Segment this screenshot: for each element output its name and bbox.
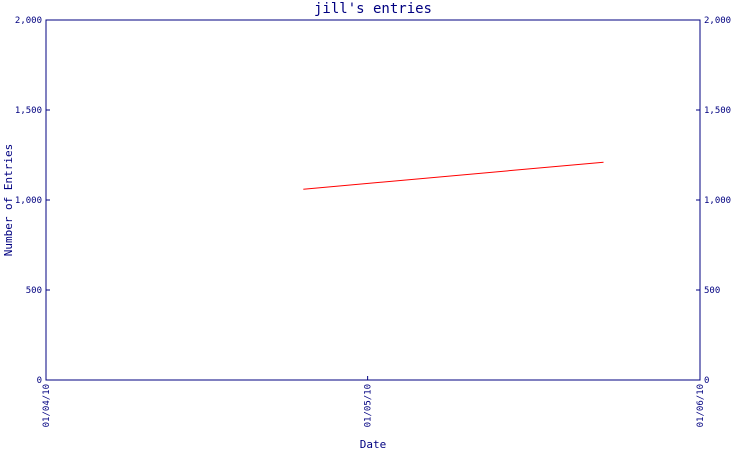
y-tick-label-left: 1,000 xyxy=(15,196,42,206)
y-tick-label-left: 500 xyxy=(26,286,42,296)
y-tick-label-right: 1,500 xyxy=(704,106,731,116)
y-tick-label-right: 0 xyxy=(704,376,709,386)
x-axis: 01/04/10 01/05/10 01/06/10 xyxy=(42,376,706,427)
y-tick-label-left: 1,500 xyxy=(15,106,42,116)
plot-frame xyxy=(45,19,701,381)
y-tick-label-right: 500 xyxy=(704,286,720,296)
chart-title: jill's entries xyxy=(314,1,432,17)
y-axis-left: 0 500 1,000 1,500 2,000 xyxy=(15,16,50,386)
x-tick-label: 01/06/10 xyxy=(696,384,706,427)
x-tick-label: 01/04/10 xyxy=(42,384,52,427)
y-axis-right: 0 500 1,000 1,500 2,000 xyxy=(696,16,731,386)
series-group xyxy=(303,161,604,190)
x-tick-label: 01/05/10 xyxy=(364,384,374,427)
y-tick-label-left: 0 xyxy=(37,376,42,386)
y-axis-label: Number of Entries xyxy=(2,144,15,257)
y-tick-label-left: 2,000 xyxy=(15,16,42,26)
y-tick-label-right: 2,000 xyxy=(704,16,731,26)
y-tick-label-right: 1,000 xyxy=(704,196,731,206)
series-line xyxy=(303,161,604,190)
x-axis-label: Date xyxy=(360,438,387,450)
